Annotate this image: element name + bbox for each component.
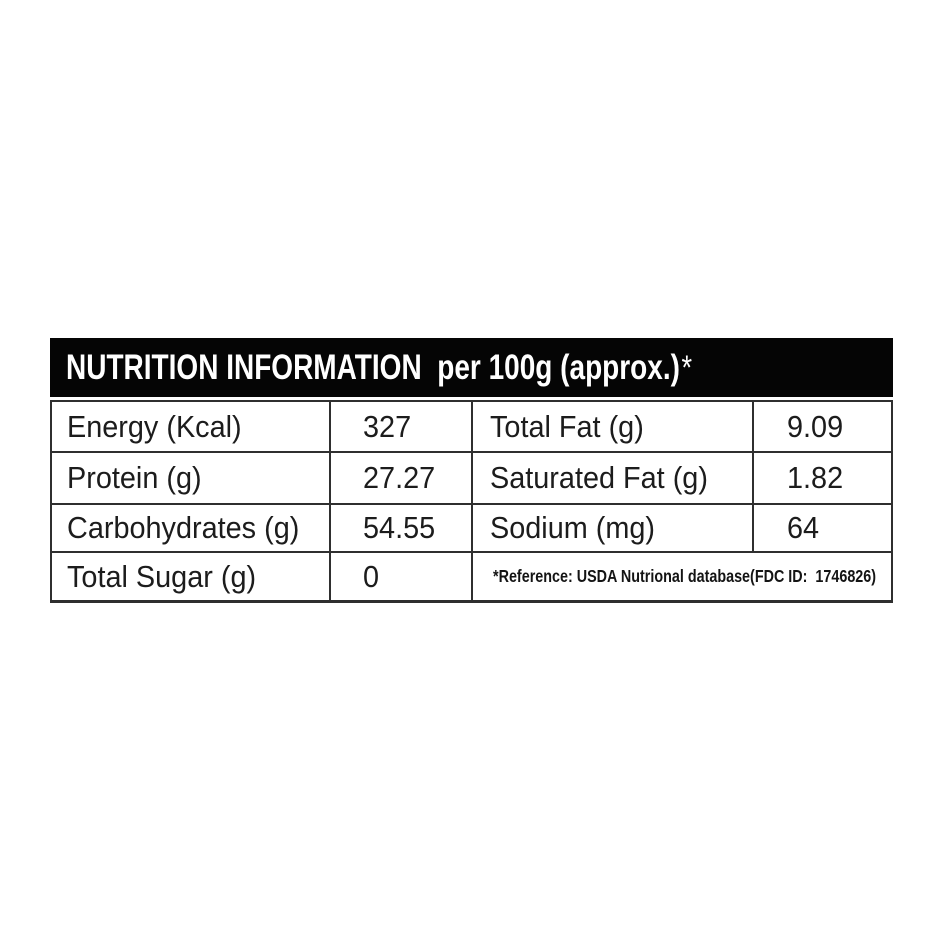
table-title-asterisk: * bbox=[681, 348, 693, 387]
cell-reference-note: *Reference: USDA Nutrional database(FDC … bbox=[473, 553, 891, 600]
cell-saturated-fat-label: Saturated Fat (g) bbox=[473, 453, 752, 503]
cell-sodium-label: Sodium (mg) bbox=[473, 505, 752, 551]
carbohydrates-value: 54.55 bbox=[363, 510, 436, 545]
table-header-bar: NUTRITION INFORMATION per 100g (approx.)… bbox=[50, 338, 893, 397]
cell-total-fat-value: 9.09 bbox=[754, 402, 891, 451]
cell-total-fat-label: Total Fat (g) bbox=[473, 402, 752, 451]
protein-label: Protein (g) bbox=[67, 460, 202, 495]
total-fat-label: Total Fat (g) bbox=[490, 408, 644, 444]
cell-sodium-value: 64 bbox=[754, 505, 891, 551]
cell-carbohydrates-value: 54.55 bbox=[331, 505, 471, 551]
protein-value: 27.27 bbox=[363, 460, 436, 495]
table-body: Energy (Kcal) 327 Total Fat (g) 9.09 Pro… bbox=[50, 400, 893, 603]
sodium-value: 64 bbox=[787, 510, 820, 545]
nutrition-facts-table: NUTRITION INFORMATION per 100g (approx.)… bbox=[50, 338, 893, 603]
saturated-fat-value: 1.82 bbox=[787, 460, 844, 495]
cell-carbohydrates-label: Carbohydrates (g) bbox=[52, 505, 329, 551]
cell-saturated-fat-value: 1.82 bbox=[754, 453, 891, 503]
cell-protein-value: 27.27 bbox=[331, 453, 471, 503]
cell-total-sugar-label: Total Sugar (g) bbox=[52, 553, 329, 600]
sodium-label: Sodium (mg) bbox=[490, 510, 656, 545]
total-sugar-value: 0 bbox=[363, 558, 380, 594]
table-title: NUTRITION INFORMATION per 100g (approx.)… bbox=[66, 348, 692, 388]
energy-value: 327 bbox=[363, 408, 412, 444]
saturated-fat-label: Saturated Fat (g) bbox=[490, 460, 708, 495]
reference-note: *Reference: USDA Nutrional database(FDC … bbox=[493, 566, 877, 586]
cell-energy-value: 327 bbox=[331, 402, 471, 451]
energy-label: Energy (Kcal) bbox=[67, 408, 242, 444]
total-fat-value: 9.09 bbox=[787, 408, 844, 444]
total-sugar-label: Total Sugar (g) bbox=[67, 558, 257, 594]
cell-protein-label: Protein (g) bbox=[52, 453, 329, 503]
cell-total-sugar-value: 0 bbox=[331, 553, 471, 600]
table-title-text: NUTRITION INFORMATION per 100g (approx.) bbox=[66, 347, 680, 387]
carbohydrates-label: Carbohydrates (g) bbox=[67, 510, 300, 545]
cell-energy-label: Energy (Kcal) bbox=[52, 402, 329, 451]
